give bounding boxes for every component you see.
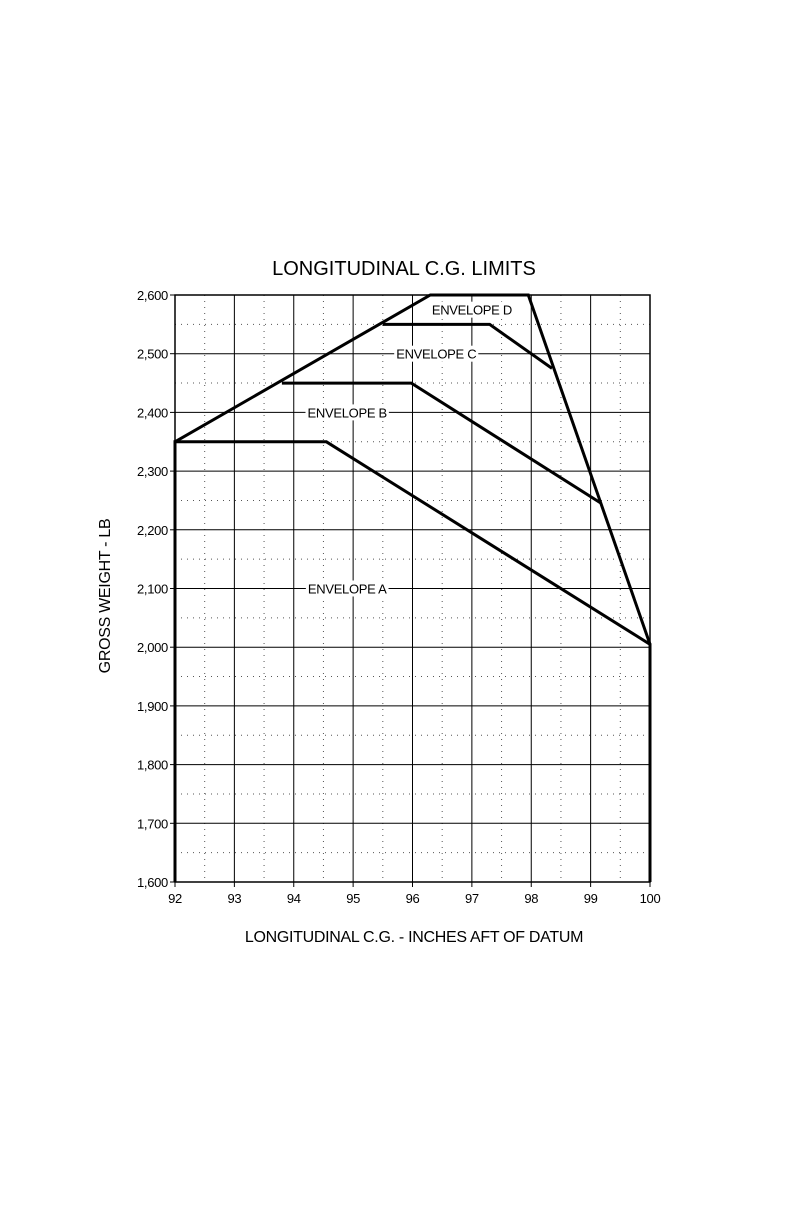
y-tick-label: 1,900 xyxy=(137,699,168,714)
y-tick-label: 1,700 xyxy=(137,816,168,831)
y-tick-label: 2,300 xyxy=(137,464,168,479)
y-tick-label: 2,100 xyxy=(137,582,168,597)
x-tick-label: 96 xyxy=(406,891,420,906)
x-tick-label: 93 xyxy=(227,891,241,906)
envelope-label-text: ENVELOPE A xyxy=(308,582,387,597)
x-tick-label: 98 xyxy=(524,891,538,906)
envelope-lines xyxy=(173,293,652,882)
y-tick-label: 2,200 xyxy=(137,523,168,538)
y-tick-label: 2,600 xyxy=(137,288,168,303)
envelope-labels: ENVELOPE D ENVELOPE C ENVELOPE B ENVELOPE A xyxy=(305,301,514,597)
x-tick-label: 97 xyxy=(465,891,479,906)
x-tick-label: 94 xyxy=(287,891,301,906)
y-tick-label: 2,000 xyxy=(137,640,168,655)
envelope-label-envelope-a: ENVELOPE A xyxy=(305,580,389,597)
x-tick-label: 95 xyxy=(346,891,360,906)
envelope-label-text: ENVELOPE D xyxy=(432,303,512,318)
envelope-label-background xyxy=(429,301,514,318)
envelope-label-envelope-c: ENVELOPE C xyxy=(394,345,479,362)
chart-title: LONGITUDINAL C.G. LIMITS xyxy=(272,258,536,280)
envelope-label-text: ENVELOPE B xyxy=(308,405,387,420)
envelope-label-text: ENVELOPE C xyxy=(396,347,476,362)
major-grid xyxy=(174,294,651,883)
envelope-label-background xyxy=(305,580,389,597)
y-tick-label: 2,400 xyxy=(137,405,168,420)
envelope-line-envelope-c xyxy=(382,322,553,370)
x-axis-label: LONGITUDINAL C.G. - INCHES AFT OF DATUM xyxy=(245,929,583,946)
x-tick-label: 100 xyxy=(640,891,661,906)
envelope-line-envelope-a xyxy=(173,440,652,882)
x-tick-label: 92 xyxy=(168,891,182,906)
envelope-line-envelope-d xyxy=(174,293,652,645)
envelope-label-envelope-d: ENVELOPE D xyxy=(429,301,514,318)
y-tick-label: 1,600 xyxy=(137,875,168,890)
y-axis-label: GROSS WEIGHT - LB xyxy=(97,519,114,674)
x-tick-label: 99 xyxy=(584,891,598,906)
y-axis-ticks: 1,600 1,700 1,800 1,900 2,000 2,100 2,200 2,300… xyxy=(137,288,175,890)
y-tick-label: 2,500 xyxy=(137,347,168,362)
envelope-label-background xyxy=(394,345,479,362)
envelope-label-background xyxy=(305,404,389,421)
y-tick-label: 1,800 xyxy=(137,758,168,773)
x-axis-ticks: 92 93 94 95 96 97 98 99 100 xyxy=(168,882,661,906)
envelope-label-envelope-b: ENVELOPE B xyxy=(305,404,389,421)
envelope-line-envelope-b xyxy=(281,381,603,505)
